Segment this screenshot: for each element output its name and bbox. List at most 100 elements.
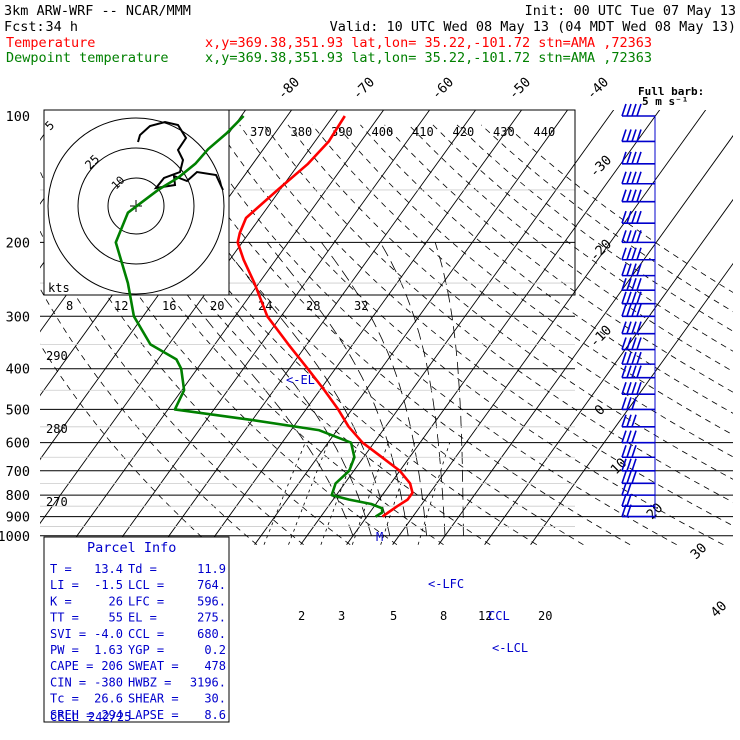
wind-barb	[621, 171, 655, 185]
dry-adiabat	[287, 124, 733, 480]
header: 3km ARW-WRF -- NCAR/MMM Init: 00 UTC Tue…	[4, 3, 736, 66]
sounding-curves	[114, 115, 414, 518]
dry-adiabat	[166, 124, 631, 546]
init-time: Init: 00 UTC Tue 07 May 13	[525, 3, 736, 19]
mixing-ratio-line	[288, 442, 329, 545]
index-value: 764.	[197, 578, 226, 592]
index-value: 8.6	[204, 708, 226, 722]
isotherm	[40, 110, 339, 525]
wind-barb	[621, 129, 655, 143]
index-value: 680.	[197, 627, 226, 641]
wind-barb	[621, 471, 655, 485]
pressure-tick-label: 800	[6, 488, 30, 504]
mixing-ratio-label: 20	[538, 609, 552, 623]
index-value: 26	[109, 594, 123, 608]
theta-label: 370	[250, 125, 272, 139]
pressure-tick-label: 1000	[0, 529, 30, 545]
forecast-label: Fcst:	[4, 19, 45, 35]
dewpoint-curve	[114, 115, 384, 518]
pressure-tick-label: 100	[6, 109, 30, 125]
wind-barb	[621, 482, 655, 496]
index-value: 596.	[197, 594, 226, 608]
theta-label: 430	[493, 125, 515, 139]
wind-barb	[621, 151, 655, 165]
dry-adiabat	[239, 124, 733, 527]
mixing-ratio-line	[351, 442, 389, 545]
parcel-info-title: Parcel Info	[87, 540, 176, 556]
pressure-tick-label: 700	[6, 464, 30, 480]
temperature-label: Temperature	[6, 35, 95, 51]
index-label: CCL =	[128, 627, 164, 641]
theta-label: 420	[453, 125, 475, 139]
wind-barb	[621, 430, 655, 444]
mixing-ratio-label: 8	[66, 299, 73, 313]
isotherm-label: -20	[587, 236, 616, 265]
hodograph-ring	[107, 177, 165, 235]
mixing-ratio-line	[417, 442, 451, 545]
index-label: K =	[50, 594, 72, 608]
isotherm-label: -70	[350, 74, 379, 103]
index-value: 3196.	[190, 675, 226, 689]
dry-adiabat	[311, 124, 733, 458]
isotherm-label: 10	[608, 455, 631, 478]
mixing-ratio-label: 8	[440, 609, 447, 623]
index-label: LFC =	[128, 594, 164, 608]
wind-barb	[621, 189, 655, 203]
isotherm	[40, 110, 293, 461]
isotherm-label: -60	[429, 74, 458, 103]
index-label: EL =	[128, 611, 157, 625]
index-label: CAPE =	[50, 659, 93, 673]
isotherm-label: -30	[587, 152, 616, 181]
wind-barb	[621, 277, 655, 292]
isotherm-label: 0	[592, 402, 609, 419]
index-value: 206	[101, 659, 123, 673]
wind-barbs	[621, 103, 656, 519]
temperature-curve	[236, 115, 414, 518]
isotherm-label: 30	[688, 540, 711, 563]
parcel-info-frame	[43, 536, 230, 723]
index-label: LCL =	[128, 578, 164, 592]
index-label: Td =	[128, 562, 157, 576]
mixing-ratio-label: 5	[390, 609, 397, 623]
wind-barb	[621, 504, 655, 518]
index-label: SWEAT =	[128, 659, 179, 673]
theta-label: 280	[46, 422, 68, 436]
index-value: 294	[101, 708, 123, 722]
pressure-tick-label: 900	[6, 510, 30, 526]
hodograph-ring	[47, 117, 225, 295]
theta-label: 290	[46, 349, 68, 363]
wind-barb-legend-line1: Full barb:	[638, 85, 704, 98]
isotherm	[70, 110, 385, 545]
index-value: 55	[109, 611, 123, 625]
valid-time: Valid: 10 UTC Wed 08 May 13 (04 MDT Wed …	[330, 19, 736, 35]
wind-barb	[621, 337, 655, 351]
isobars	[40, 189, 733, 537]
wind-barb	[621, 445, 655, 459]
el-marker: <-EL	[286, 373, 315, 387]
index-value: 13.4	[94, 562, 123, 576]
pressure-tick-label: 600	[6, 436, 30, 452]
dewpoint-label: Dewpoint temperature	[6, 50, 169, 66]
index-label: LAPSE =	[128, 708, 179, 722]
wind-barb	[621, 210, 655, 224]
index-label: Tc =	[50, 692, 79, 706]
mixing-ratio-label: 32	[354, 299, 368, 313]
mixing-ratio-label: 2	[298, 609, 305, 623]
cell-value: 242/25	[88, 710, 131, 724]
isotherm	[530, 262, 733, 545]
model-title: 3km ARW-WRF -- NCAR/MMM	[4, 3, 191, 19]
index-value: 0.2	[204, 643, 226, 657]
cell-label: CELL	[50, 710, 79, 724]
wind-barb	[621, 458, 655, 472]
index-value: 26.6	[94, 692, 123, 706]
wind-barb	[621, 351, 655, 365]
lcl-marker: <-LCL	[492, 641, 528, 655]
index-label: YGP =	[128, 643, 164, 657]
index-value: -1.5	[94, 578, 123, 592]
dry-adiabat	[118, 124, 538, 546]
dry-adiabat	[142, 124, 584, 546]
index-label: PW =	[50, 643, 79, 657]
pressure-tick-label: 300	[6, 309, 30, 325]
index-value: 11.9	[197, 562, 226, 576]
